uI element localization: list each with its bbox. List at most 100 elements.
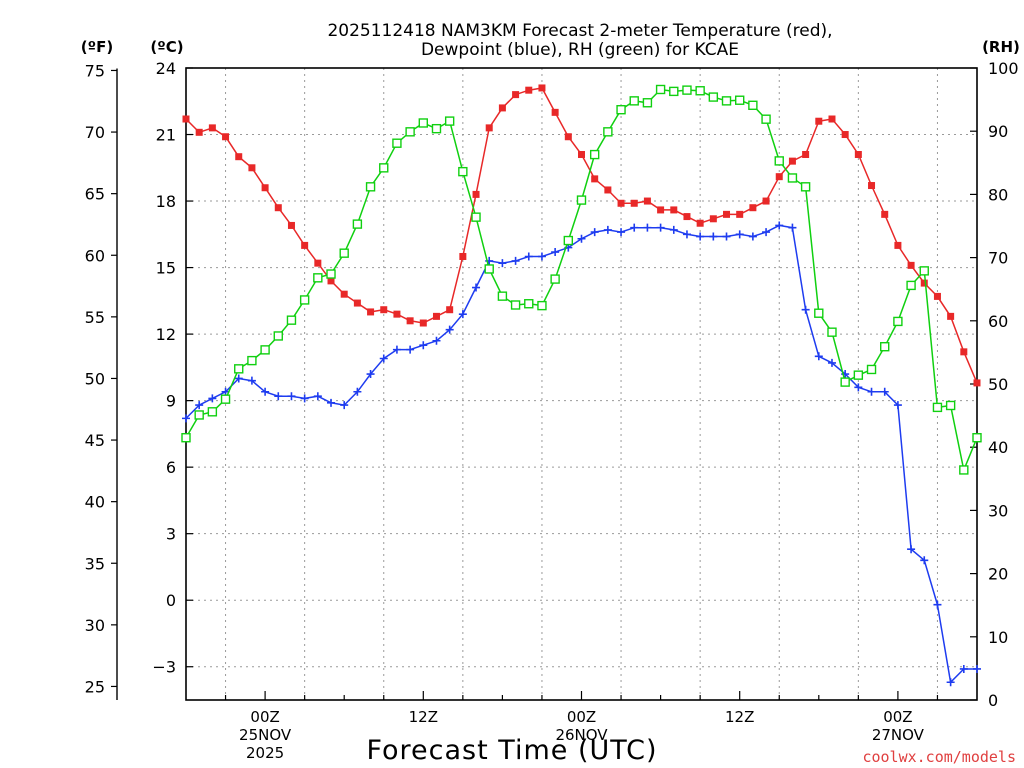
temperature-point — [802, 150, 810, 158]
rh-point — [471, 212, 481, 222]
rh-point — [537, 300, 547, 311]
temperature-point — [894, 241, 902, 249]
rh-point — [616, 105, 626, 115]
temperature-point — [881, 210, 889, 218]
dewpoint-point — [854, 383, 863, 392]
dewpoint-point — [669, 225, 678, 234]
rh-point — [827, 327, 837, 337]
dewpoint-point — [537, 252, 546, 261]
dewpoint-point — [366, 370, 375, 379]
dewpoint-point — [234, 374, 243, 383]
rh-tick-label: 100 — [988, 59, 1019, 78]
temperature-point — [208, 124, 216, 132]
temperature-point — [578, 150, 585, 158]
rh-point — [181, 433, 191, 443]
rh-point — [800, 182, 811, 192]
rh-point — [945, 400, 956, 411]
temperature-point — [551, 108, 559, 116]
rh-tick-label: 70 — [988, 249, 1008, 268]
rh-point — [550, 274, 560, 284]
celsius-tick-label: 0 — [166, 591, 176, 610]
temperature-point — [340, 290, 348, 298]
rh-point — [972, 433, 982, 443]
temperature-point — [670, 206, 678, 214]
temperature-point — [406, 317, 414, 325]
temperature-point — [630, 199, 638, 207]
rh-point — [286, 315, 297, 325]
celsius-tick-label: 15 — [156, 259, 176, 278]
rh-point — [510, 300, 521, 310]
celsius-tick-label: 9 — [166, 392, 176, 411]
dewpoint-point — [406, 345, 415, 354]
temperature-point — [367, 308, 375, 316]
fahrenheit-tick-label: 25 — [85, 677, 105, 696]
temperature-point — [960, 348, 968, 356]
rh-point — [247, 355, 257, 366]
temperature-point — [973, 379, 981, 387]
dewpoint-point — [182, 414, 190, 423]
temperature-point — [380, 306, 388, 314]
dewpoint-point — [630, 223, 639, 232]
celsius-unit-label: (ºC) — [150, 38, 183, 56]
celsius-tick-label: 21 — [156, 126, 176, 145]
chart-title-line2: Dewpoint (blue), RH (green) for KCAE — [421, 40, 739, 60]
rh-point — [392, 138, 402, 148]
dewpoint-point — [617, 228, 626, 237]
dewpoint-point — [590, 228, 599, 237]
rh-point — [708, 92, 719, 102]
dewpoint-point — [907, 545, 916, 554]
fahrenheit-unit-label: (ºF) — [81, 38, 113, 56]
dewpoint-point — [432, 336, 441, 345]
x-tick-label: 2025 — [246, 744, 284, 762]
rh-point — [669, 86, 679, 97]
rh-point — [748, 100, 758, 110]
dewpoint-point — [748, 232, 757, 241]
rh-point — [458, 166, 468, 177]
temperature-point — [907, 261, 915, 269]
rh-tick-label: 0 — [988, 691, 998, 710]
x-tick-label: 12Z — [725, 708, 754, 726]
rh-point — [352, 219, 363, 229]
source-credit: coolwx.com/models — [862, 748, 1016, 766]
temperature-point — [301, 241, 309, 249]
dewpoint-point — [287, 392, 296, 401]
dewpoint-point — [472, 283, 481, 292]
rh-point — [379, 163, 389, 173]
x-tick-label: 00Z — [250, 708, 279, 726]
x-tick-label: 00Z — [883, 708, 912, 726]
rh-point — [497, 291, 508, 301]
temperature-point — [854, 150, 862, 158]
rh-point — [365, 182, 376, 192]
dewpoint-point — [722, 232, 731, 241]
dewpoint-point — [867, 387, 876, 396]
dewpoint-point — [643, 223, 652, 232]
rh-point — [431, 123, 442, 134]
rh-point — [735, 95, 745, 105]
rh-point — [405, 127, 415, 137]
dewpoint-point — [445, 325, 454, 334]
dewpoint-point — [379, 354, 388, 363]
temperature-point — [314, 259, 322, 267]
temperature-point — [815, 117, 823, 125]
fahrenheit-tick-label: 60 — [85, 246, 105, 265]
x-tick-label: 26NOV — [555, 726, 608, 744]
dewpoint-point — [458, 310, 467, 319]
dewpoint-point — [762, 228, 771, 237]
x-tick-label: 00Z — [567, 708, 596, 726]
rh-point — [603, 127, 613, 137]
temperature-point — [222, 133, 230, 141]
dewpoint-point — [313, 392, 322, 401]
dewpoint-point — [195, 401, 204, 410]
dewpoint-point — [498, 259, 507, 268]
dewpoint-point — [603, 225, 612, 234]
temperature-point — [274, 204, 282, 212]
fahrenheit-tick-label: 70 — [85, 123, 105, 142]
temperature-point — [498, 104, 506, 112]
temperature-point — [287, 221, 295, 229]
rh-point — [893, 316, 903, 327]
rh-point — [761, 114, 771, 124]
rh-point — [629, 96, 639, 106]
celsius-tick-label: 24 — [156, 59, 176, 78]
celsius-tick-label: 12 — [156, 325, 176, 344]
dewpoint-point — [946, 678, 955, 687]
